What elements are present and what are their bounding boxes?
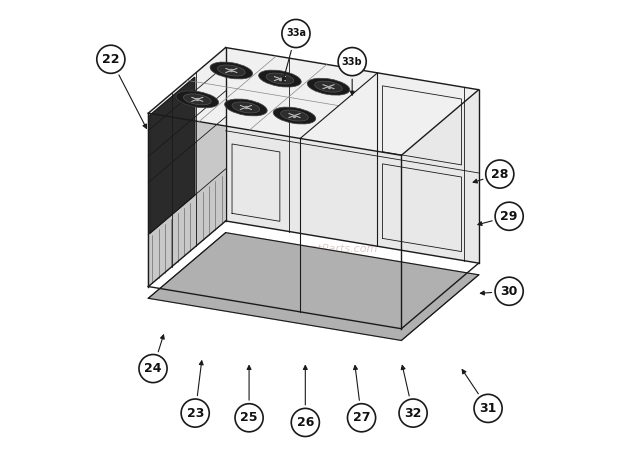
- Circle shape: [399, 399, 427, 427]
- Ellipse shape: [259, 70, 301, 87]
- Text: 23: 23: [187, 407, 204, 420]
- Polygon shape: [150, 77, 195, 233]
- Polygon shape: [148, 233, 479, 340]
- Text: 31: 31: [479, 402, 497, 415]
- Circle shape: [97, 45, 125, 73]
- Ellipse shape: [210, 62, 252, 79]
- Ellipse shape: [273, 107, 316, 124]
- Text: 30: 30: [500, 285, 518, 298]
- Ellipse shape: [176, 91, 219, 108]
- Polygon shape: [148, 47, 226, 287]
- Circle shape: [181, 399, 209, 427]
- Text: 33a: 33a: [286, 29, 306, 39]
- Circle shape: [139, 354, 167, 383]
- Ellipse shape: [281, 110, 308, 121]
- Text: 32: 32: [404, 407, 422, 420]
- Circle shape: [485, 160, 514, 188]
- Circle shape: [495, 202, 523, 230]
- Polygon shape: [148, 47, 479, 156]
- Circle shape: [347, 404, 376, 432]
- Text: 22: 22: [102, 53, 120, 66]
- Ellipse shape: [315, 81, 342, 92]
- Text: 33b: 33b: [342, 56, 363, 67]
- Ellipse shape: [184, 94, 211, 105]
- Text: 28: 28: [491, 168, 508, 180]
- Circle shape: [338, 47, 366, 76]
- Circle shape: [235, 404, 263, 432]
- Polygon shape: [226, 47, 479, 263]
- Circle shape: [474, 394, 502, 423]
- Text: 27: 27: [353, 411, 370, 424]
- Circle shape: [495, 277, 523, 306]
- Ellipse shape: [232, 102, 260, 113]
- Circle shape: [282, 19, 310, 47]
- Text: 25: 25: [241, 411, 258, 424]
- Text: 26: 26: [296, 416, 314, 429]
- Text: 29: 29: [500, 210, 518, 223]
- Text: 24: 24: [144, 362, 162, 375]
- Ellipse shape: [218, 65, 245, 76]
- Ellipse shape: [224, 99, 267, 116]
- Ellipse shape: [307, 78, 350, 95]
- Text: eReplacementParts.com: eReplacementParts.com: [242, 244, 378, 254]
- Ellipse shape: [266, 73, 294, 84]
- Circle shape: [291, 408, 319, 437]
